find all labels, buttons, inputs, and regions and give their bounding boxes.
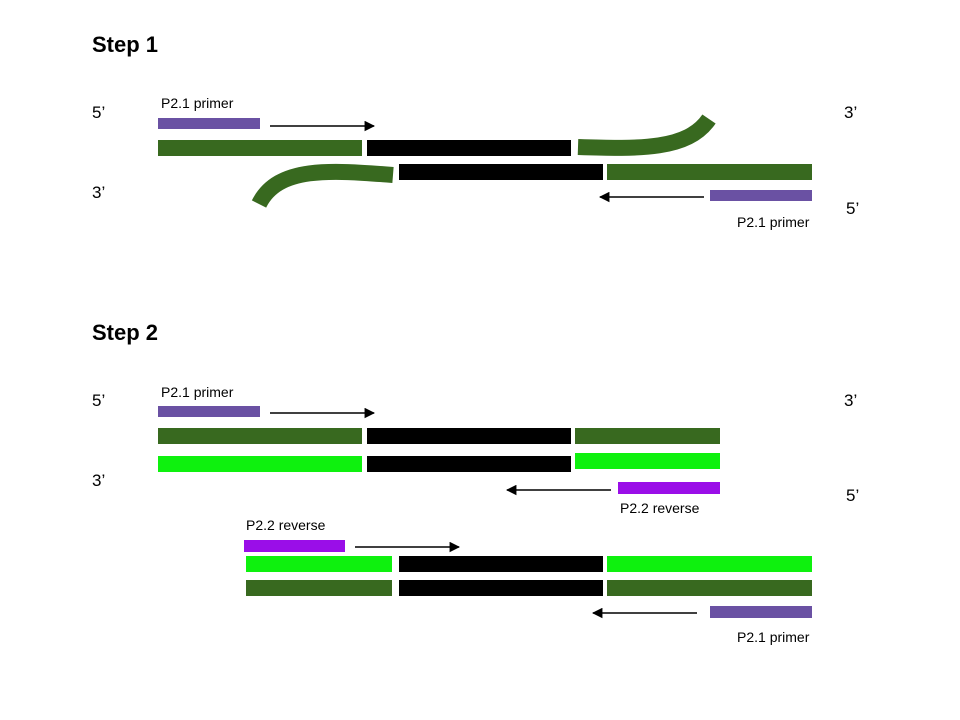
step-2-left-top-end-label: 5’ bbox=[92, 391, 106, 410]
step-2-diagram bbox=[158, 406, 812, 619]
step-2-upper-duplex-strand-2-left bbox=[158, 456, 362, 472]
step-2-upper-duplex-strand-1-core bbox=[367, 428, 571, 444]
step-1-left-bottom-end-label: 3’ bbox=[92, 183, 106, 202]
step-2-left-bottom-end-label: 3’ bbox=[92, 471, 106, 490]
step-2-top-primer bbox=[158, 406, 260, 417]
step-1-left-top-end-label: 5’ bbox=[92, 103, 106, 122]
step-2-right-bottom-end-label: 5’ bbox=[846, 486, 860, 505]
step-1-top-primer-label: P2.1 primer bbox=[161, 95, 234, 111]
step-2-top-primer-label: P2.1 primer bbox=[161, 384, 234, 400]
step-1-diagram bbox=[158, 114, 812, 209]
step-1-bottom-strand-right-flank bbox=[607, 164, 812, 180]
step-1-top-strand-core bbox=[367, 140, 571, 156]
step-1-bottom-primer-label: P2.1 primer bbox=[737, 214, 810, 230]
step-2-lower-duplex-strand-1-right bbox=[607, 556, 812, 572]
step-1-title: Step 1 bbox=[92, 32, 159, 57]
step-1-bottom-strand-left-tail bbox=[251, 163, 394, 209]
step-2-lower-duplex-strand-2-core bbox=[399, 580, 603, 596]
step-2-upper-duplex-strand-2-right bbox=[575, 453, 720, 469]
step-1-top-strand-right-tail bbox=[577, 114, 716, 156]
step-2-middle-primer bbox=[618, 482, 720, 494]
step-2-title: Step 2 bbox=[92, 320, 159, 345]
step-1-right-bottom-end-label: 5’ bbox=[846, 199, 860, 218]
step-2-right-top-end-label: 3’ bbox=[844, 391, 858, 410]
step-2-upper-duplex-strand-2-core bbox=[367, 456, 571, 472]
step-1-bottom-strand-core bbox=[399, 164, 603, 180]
step-1-top-primer bbox=[158, 118, 260, 129]
step-2-bottom-primer bbox=[710, 606, 812, 618]
step-2-lower-left-primer-label: P2.2 reverse bbox=[246, 517, 326, 533]
step-2-lower-duplex-strand-2-right bbox=[607, 580, 812, 596]
step-1-bottom-primer bbox=[710, 190, 812, 201]
step-2-lower-duplex-strand-2-left bbox=[246, 580, 392, 596]
step-2-middle-primer-label: P2.2 reverse bbox=[620, 500, 700, 516]
step-2-lower-duplex-strand-1-left bbox=[246, 556, 392, 572]
step-2-upper-duplex-strand-1-right bbox=[575, 428, 720, 444]
step-2-upper-duplex-strand-1-left bbox=[158, 428, 362, 444]
step-2-lower-left-primer bbox=[244, 540, 345, 552]
step-1-top-strand-left-flank bbox=[158, 140, 362, 156]
step-1-right-top-end-label: 3’ bbox=[844, 103, 858, 122]
step-2-lower-duplex-strand-1-core bbox=[399, 556, 603, 572]
step-2-bottom-primer-label: P2.1 primer bbox=[737, 629, 810, 645]
